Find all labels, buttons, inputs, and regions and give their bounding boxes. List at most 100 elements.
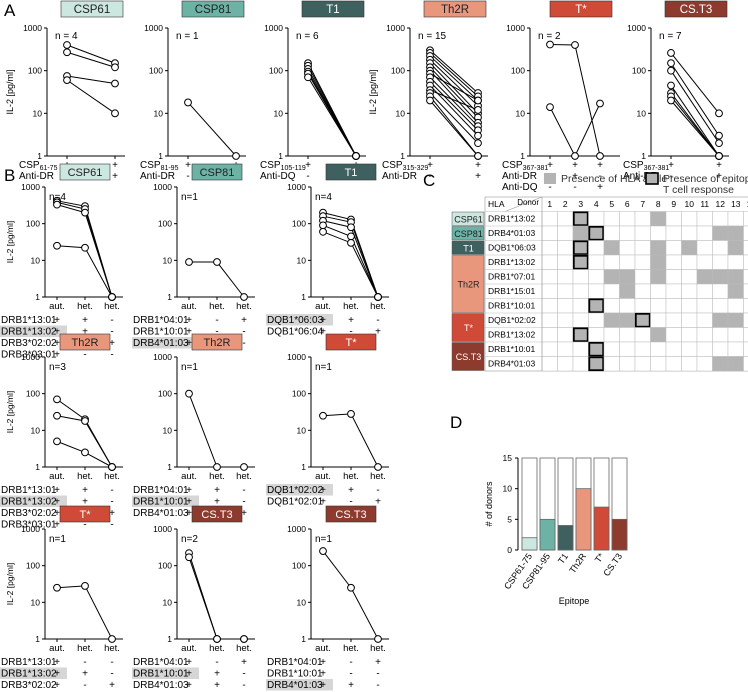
allele-name: DRB1*13:01	[1, 315, 57, 326]
data-point	[81, 448, 89, 457]
y-tick-label: 5	[507, 514, 512, 524]
series-line	[429, 76, 479, 127]
hla-empty-cell	[696, 341, 713, 357]
hla-empty-cell	[634, 269, 651, 285]
allele-sign: +	[54, 508, 60, 519]
data-point	[319, 547, 327, 555]
epitope-title-box	[191, 163, 243, 181]
hla-empty-cell	[588, 327, 605, 343]
data-point	[319, 411, 327, 420]
condition-label-main: Anti-DR	[623, 171, 658, 182]
allele-sign: +	[54, 680, 60, 691]
hla-empty-cell	[665, 283, 682, 299]
hla-allele-name: DRB4*01:03	[488, 359, 536, 369]
hla-empty-cell	[557, 327, 574, 343]
hla-empty-cell	[634, 225, 651, 241]
hla-empty-cell	[681, 225, 698, 241]
series-line	[670, 85, 720, 157]
allele-sign: -	[376, 315, 379, 326]
x-tick-label: aut.	[315, 301, 331, 312]
allele-highlight	[266, 679, 333, 691]
hla-empty-cell	[743, 312, 748, 328]
allele-sign: +	[241, 657, 247, 668]
donor-number: 9	[671, 199, 676, 209]
n-count: n = 6	[296, 31, 319, 42]
y-tick-label: 1	[301, 462, 306, 472]
panel-a-subplot-th2r: Th2R 1 10 100 1000 IL-2 [pg/ml] n = 15 CSP315-3…	[368, 0, 488, 182]
y-tick-label: 1	[301, 292, 306, 302]
bar-value	[593, 506, 610, 551]
series-line	[429, 55, 479, 101]
hla-empty-cell	[557, 269, 574, 285]
series-line	[670, 100, 720, 157]
hla-allele-name: DQB1*06:03	[488, 243, 536, 253]
hla-empty-cell	[619, 327, 636, 343]
hla-empty-cell	[712, 211, 729, 227]
allele-name: DRB1*13:02	[1, 497, 57, 508]
x-tick-label: het.	[236, 301, 252, 312]
hla-empty-cell	[603, 341, 620, 357]
hla-allele-name: DRB1*15:01	[488, 286, 536, 296]
hla-present-cell	[572, 254, 589, 270]
y-tick-label: 1000	[21, 352, 40, 362]
epitope-title-box	[60, 0, 124, 18]
data-point	[53, 241, 61, 250]
epitope-title: Th2R	[441, 4, 469, 16]
hla-empty-cell	[541, 269, 558, 285]
allele-sign: +	[54, 497, 60, 508]
y-axis-label: IL-2 [pg/ml]	[5, 563, 15, 606]
hla-empty-cell	[712, 283, 729, 299]
hla-empty-cell	[696, 356, 713, 372]
hla-present-cell	[650, 327, 667, 343]
allele-sign: +	[375, 657, 381, 668]
donor-number: 13	[731, 199, 741, 209]
y-tick-label: 1000	[21, 182, 40, 192]
x-tick-label: het.	[104, 471, 120, 482]
allele-sign: +	[186, 327, 192, 338]
epitope-title-box	[301, 0, 365, 18]
allele-sign: -	[83, 520, 86, 531]
y-tick-label: 100	[158, 561, 172, 571]
response-box	[572, 240, 589, 256]
panel-b-subplot-9: CS.T3 1 10 100 1000 aut. het. het. n=1 DRB1*04:01…	[266, 505, 389, 691]
group-label: CSP61	[454, 214, 483, 224]
hla-empty-cell	[696, 225, 713, 241]
epitope-title-box	[325, 333, 377, 351]
series-line	[429, 92, 479, 144]
hla-present-cell	[712, 269, 729, 285]
condition-label: CSP61-75	[19, 160, 58, 172]
hla-empty-cell	[665, 298, 682, 314]
data-point	[53, 583, 61, 592]
x-tick-label: T1	[556, 551, 570, 565]
hla-empty-cell	[619, 211, 636, 227]
hla-empty-cell	[557, 341, 574, 357]
allele-sign: -	[110, 669, 113, 680]
condition-sign: +	[572, 171, 578, 182]
donor-number: 2	[563, 199, 568, 209]
allele-sign: -	[83, 657, 86, 668]
data-point	[474, 139, 482, 148]
hla-empty-cell	[619, 254, 636, 270]
y-tick-label: 1	[35, 634, 40, 644]
data-point	[240, 635, 248, 643]
allele-sign: -	[110, 315, 113, 326]
data-point	[715, 152, 723, 160]
hla-allele-name: DRB1*07:01	[488, 272, 536, 282]
condition-sign: +	[716, 160, 722, 171]
data-point	[571, 152, 579, 160]
data-point	[352, 152, 360, 160]
legend-response-swatch	[645, 172, 659, 185]
hla-empty-cell	[696, 283, 713, 299]
allele-name: DQB1*06:04	[267, 327, 324, 338]
panel-label-c: C	[423, 171, 435, 190]
x-axis-label: Epitope	[559, 596, 590, 606]
panel-label-d: D	[450, 413, 462, 432]
hla-empty-cell	[603, 283, 620, 299]
allele-name: DQB1*02:01	[267, 497, 324, 508]
allele-sign: +	[214, 669, 220, 680]
allele-sign: -	[242, 485, 245, 496]
hla-empty-cell	[696, 211, 713, 227]
hla-empty-cell	[541, 225, 558, 241]
